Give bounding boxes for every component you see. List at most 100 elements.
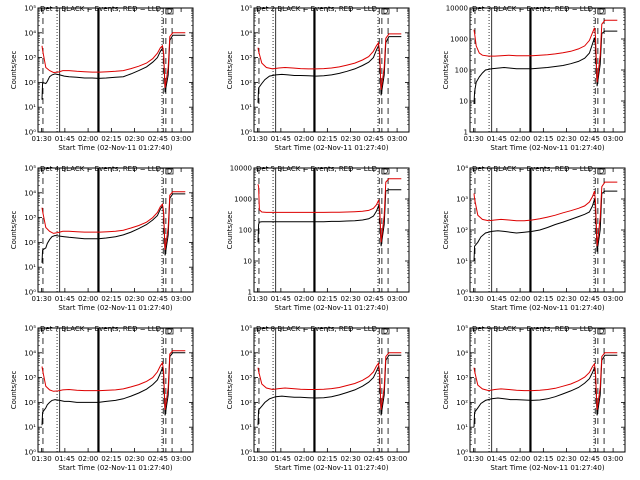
x-tick-label: 02:30 — [557, 455, 577, 463]
x-tick-label: 02:30 — [557, 135, 577, 143]
y-tick-label: 10³ — [456, 196, 468, 204]
box-marker — [165, 328, 174, 335]
panel-1: 10⁰ 10¹ 10² 10³ 10⁴ 10⁵ 01:30 01:45 02:00 02:15 02… — [10, 5, 194, 152]
x-tick-label: 02:45 — [364, 295, 384, 303]
panel-5: 1 10 100 1000 10000 01:30 01:45 02:00 02:15 02:30… — [226, 165, 410, 312]
box-marker — [381, 328, 390, 335]
x-tick-label: 03:00 — [171, 295, 191, 303]
series-red — [257, 352, 402, 410]
y-tick-label: 10⁰ — [240, 129, 252, 137]
x-tick-label: 02:00 — [510, 295, 530, 303]
box-label: D — [383, 328, 388, 336]
y-tick-label: 10⁰ — [456, 289, 468, 297]
box-label: D — [383, 8, 388, 16]
x-tick-label: 02:45 — [580, 295, 600, 303]
y-axis-label: Counts/sec — [226, 371, 234, 410]
y-tick-label: 10⁰ — [24, 449, 36, 457]
y-tick-label: 10 — [459, 98, 468, 106]
series-red — [257, 33, 402, 90]
x-tick-label: 02:00 — [78, 135, 98, 143]
box-label: D — [167, 8, 172, 16]
x-tick-label: 01:45 — [487, 295, 507, 303]
x-tick-label: 02:15 — [317, 455, 337, 463]
panel-2: 10⁰ 10¹ 10² 10³ 10⁴ 10⁵ 01:30 01:45 02:00 02:15 02… — [226, 5, 410, 152]
series-red — [41, 32, 186, 88]
plot-frame — [253, 327, 410, 453]
x-axis-label: Start Time (02-Nov-11 01:27:40) — [274, 304, 388, 312]
x-tick-label: 02:45 — [364, 455, 384, 463]
x-tick-label: 03:00 — [171, 455, 191, 463]
panel-3: 1 10 100 1000 10000 01:30 01:45 02:00 02:15 02:30… — [442, 5, 626, 152]
x-tick-label: 02:30 — [341, 455, 361, 463]
y-tick-label: 10⁴ — [456, 349, 468, 357]
y-tick-label: 10⁵ — [24, 325, 36, 333]
panel-title: Det 7 BLACK = Events, RED = LLD — [40, 325, 161, 333]
x-tick-label: 01:45 — [55, 295, 75, 303]
series-black — [473, 354, 618, 428]
y-axis-label: Counts/sec — [10, 51, 18, 90]
x-tick-label: 01:45 — [487, 455, 507, 463]
y-tick-label: 10⁴ — [24, 29, 36, 37]
plot-frame — [253, 7, 410, 133]
series-red — [473, 352, 618, 410]
x-tick-label: 03:00 — [387, 295, 407, 303]
y-tick-label: 10² — [24, 239, 36, 247]
x-tick-label: 03:00 — [603, 455, 623, 463]
box-marker — [381, 8, 390, 15]
series-black — [41, 352, 186, 426]
y-axis-label: Counts/sec — [442, 211, 450, 250]
x-tick-label: 02:00 — [510, 455, 530, 463]
y-tick-label: 10² — [456, 227, 468, 235]
y-tick-label: 10¹ — [240, 424, 252, 432]
panel-8: 10⁰ 10¹ 10² 10³ 10⁴ 10⁵ 01:30 01:45 02:00 02:15 02… — [226, 325, 410, 472]
y-tick-label: 100 — [455, 67, 468, 75]
y-tick-label: 10² — [240, 79, 252, 87]
y-tick-label: 10⁰ — [24, 129, 36, 137]
x-tick-label: 03:00 — [171, 135, 191, 143]
series-red — [41, 350, 186, 410]
x-tick-label: 01:30 — [32, 455, 52, 463]
y-tick-label: 10⁴ — [24, 189, 36, 197]
x-tick-label: 02:00 — [294, 455, 314, 463]
y-tick-label: 10² — [24, 399, 36, 407]
box-marker — [165, 168, 174, 175]
x-tick-label: 02:30 — [125, 455, 145, 463]
x-axis-label: Start Time (02-Nov-11 01:27:40) — [490, 144, 604, 152]
plot-frame — [469, 327, 626, 453]
x-tick-label: 01:30 — [248, 295, 268, 303]
y-tick-label: 10¹ — [24, 264, 36, 272]
x-axis-label: Start Time (02-Nov-11 01:27:40) — [274, 464, 388, 472]
x-tick-label: 02:15 — [317, 295, 337, 303]
x-tick-label: 01:30 — [464, 295, 484, 303]
y-tick-label: 10⁴ — [456, 165, 468, 173]
y-tick-label: 10⁴ — [240, 349, 252, 357]
x-tick-label: 01:45 — [55, 135, 75, 143]
series-black — [473, 190, 618, 262]
plot-frame — [37, 167, 194, 293]
x-tick-label: 02:45 — [148, 455, 168, 463]
x-tick-label: 03:00 — [603, 295, 623, 303]
x-tick-label: 02:00 — [510, 135, 530, 143]
x-tick-label: 02:30 — [125, 295, 145, 303]
y-tick-label: 10¹ — [240, 104, 252, 112]
x-tick-label: 01:30 — [32, 135, 52, 143]
y-axis-label: Counts/sec — [226, 211, 234, 250]
y-tick-label: 1000 — [450, 36, 468, 44]
y-tick-label: 10⁴ — [240, 29, 252, 37]
series-black — [41, 34, 186, 100]
y-axis-label: Counts/sec — [442, 371, 450, 410]
x-tick-label: 02:30 — [341, 295, 361, 303]
box-marker — [597, 8, 606, 15]
box-label: D — [167, 328, 172, 336]
x-tick-label: 02:30 — [125, 135, 145, 143]
x-tick-label: 02:30 — [341, 135, 361, 143]
series-black — [41, 193, 186, 263]
y-tick-label: 10³ — [24, 214, 36, 222]
x-tick-label: 02:45 — [364, 135, 384, 143]
x-tick-label: 01:45 — [271, 455, 291, 463]
box-label: D — [599, 328, 604, 336]
x-tick-label: 01:45 — [271, 295, 291, 303]
series-red — [473, 19, 618, 83]
y-tick-label: 10⁵ — [240, 5, 252, 13]
